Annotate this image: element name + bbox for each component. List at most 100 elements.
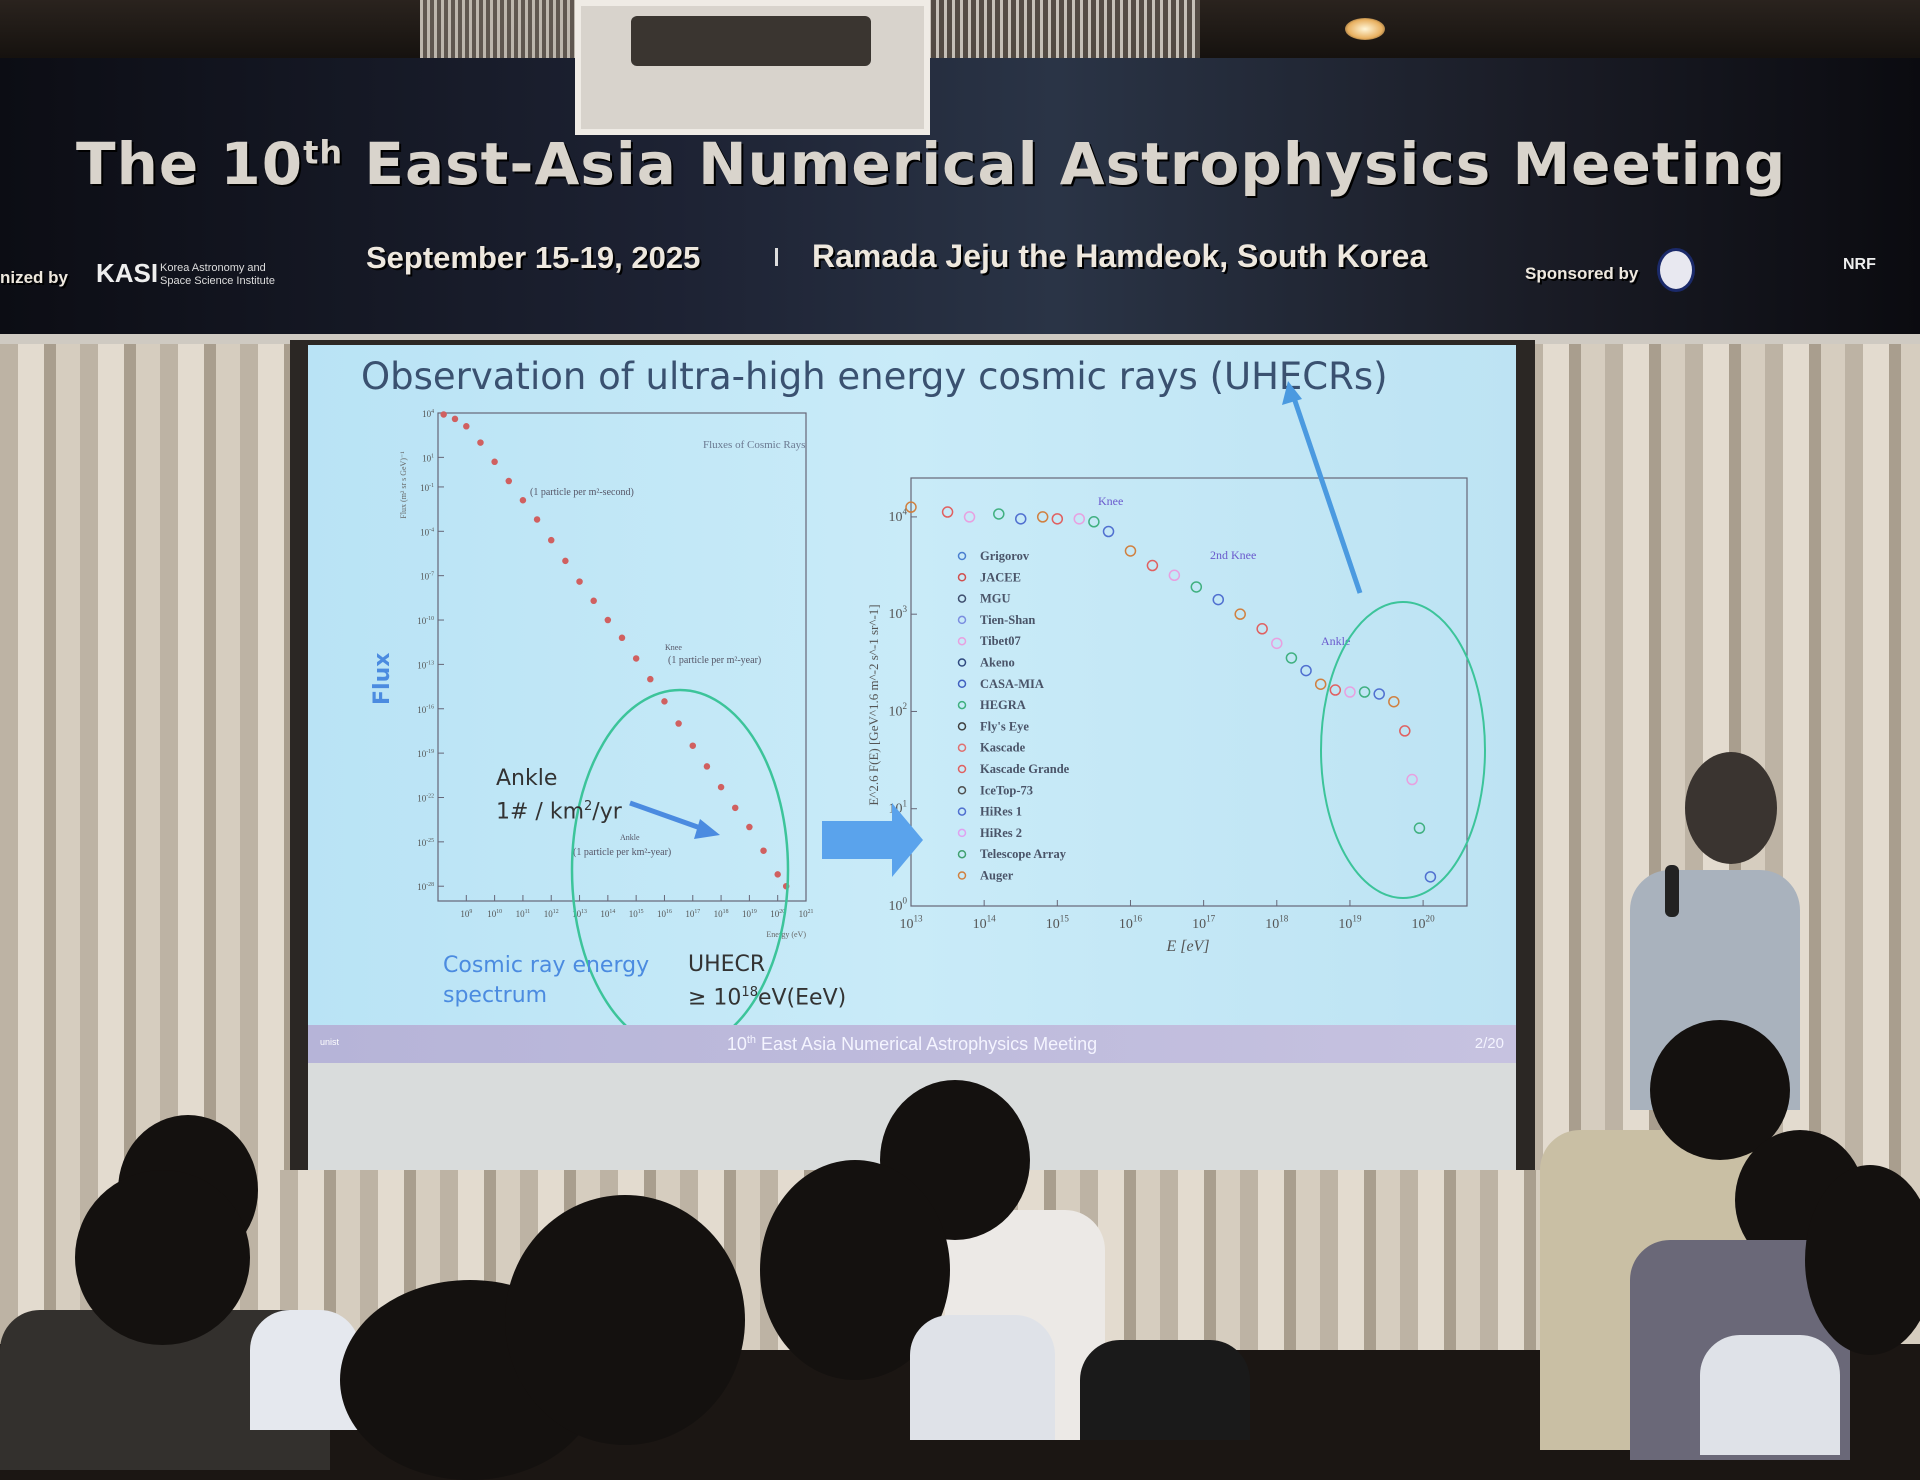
legend-entry: Kascade	[980, 741, 1026, 755]
legend-marker-triangle-up	[957, 551, 967, 561]
y-tick-label: 102	[888, 701, 907, 719]
legend-entry: Tibet07	[980, 634, 1021, 648]
legend-entry: Grigorov	[980, 549, 1030, 563]
ankle-highlight-ellipse	[1320, 601, 1486, 899]
data-point	[1212, 593, 1225, 606]
university-logo: unist	[320, 1037, 340, 1047]
conference-banner	[0, 58, 1920, 338]
y-tick-label: 10-28	[417, 882, 434, 892]
left-chart-title: Fluxes of Cosmic Rays	[703, 439, 805, 451]
data-point	[1102, 525, 1115, 538]
legend-entry: Telescope Array	[980, 847, 1067, 861]
legend-entry: Fly's Eye	[980, 719, 1029, 733]
data-point	[1073, 513, 1086, 525]
data-point	[993, 508, 1005, 520]
audience	[0, 1020, 1920, 1480]
x-tick-label: 1010	[487, 909, 502, 919]
legend-marker-diamond	[957, 786, 967, 795]
x-tick-label: 1011	[516, 909, 531, 919]
data-point	[746, 823, 753, 831]
legend-marker-circle	[957, 636, 967, 646]
presentation-slide: Observation of ultra-high energy cosmic …	[308, 345, 1516, 1063]
legend-marker-square	[957, 743, 967, 752]
legend-entry: HEGRA	[980, 698, 1026, 712]
right-chart-annotation: Knee	[1098, 494, 1123, 508]
legend-entry: CASA-MIA	[980, 677, 1044, 691]
x-tick-label: 1019	[1338, 914, 1362, 932]
slide-title: Observation of ultra-high energy cosmic …	[361, 355, 1388, 398]
x-tick-label: 1015	[629, 909, 644, 919]
y-tick-label: 10-16	[417, 705, 434, 715]
y-tick-label: 10-13	[417, 660, 434, 670]
data-point	[547, 536, 555, 544]
data-point	[774, 871, 781, 878]
data-point	[1399, 725, 1411, 737]
data-point	[1124, 545, 1137, 557]
data-point	[632, 655, 640, 662]
meeting-venue: Ramada Jeju the Hamdeok, South Korea	[812, 238, 1428, 274]
laptop	[1700, 1335, 1840, 1455]
x-tick-label: 1019	[742, 909, 757, 919]
x-tick-label: 1017	[685, 909, 700, 919]
y-tick-label: 10-10	[417, 616, 434, 626]
x-tick-label: 1017	[1192, 914, 1216, 932]
footer-meeting-name: 10th East Asia Numerical Astrophysics Me…	[726, 1034, 1098, 1054]
legend-marker-diamond	[957, 828, 967, 838]
right-chart-xlabel: E [eV]	[1165, 938, 1209, 955]
big-right-arrow	[822, 803, 923, 877]
divider	[775, 248, 778, 266]
legend-entry: MGU	[980, 592, 1011, 606]
data-point	[760, 847, 767, 854]
sponsored-by-label: Sponsored by	[1525, 264, 1639, 283]
plot-frame	[910, 477, 1468, 907]
y-tick-label: 10-1	[420, 483, 434, 493]
microphone	[1665, 865, 1679, 917]
x-tick-label: 1012	[544, 909, 559, 919]
data-point	[1051, 513, 1064, 525]
data-point	[1424, 871, 1437, 883]
data-point	[941, 506, 954, 518]
x-tick-label: 1021	[799, 909, 814, 919]
data-point	[689, 742, 697, 749]
data-point	[1256, 623, 1268, 635]
legend-entry: IceTop-73	[980, 783, 1033, 797]
legend-marker-star	[957, 722, 967, 731]
nrf-logo: NRF	[1843, 256, 1876, 273]
x-tick-label: 1015	[1046, 914, 1070, 932]
data-point	[1344, 686, 1356, 698]
data-point	[1329, 684, 1342, 696]
data-point	[463, 423, 470, 430]
legend-marker-circle	[957, 764, 967, 774]
legend-entry: HiRes 1	[980, 805, 1022, 819]
y-tick-label: 10-19	[417, 749, 434, 759]
data-point	[1300, 664, 1312, 677]
ankle-arrow	[629, 800, 707, 833]
data-point	[1388, 695, 1400, 708]
left-chart-annotation: (1 particle per m²-second)	[530, 487, 634, 498]
data-point	[477, 439, 484, 446]
data-point	[451, 415, 459, 423]
legend-entry: Kascade Grande	[980, 762, 1070, 776]
y-tick-label: 10-4	[420, 527, 434, 537]
data-point	[440, 411, 447, 418]
data-point	[647, 675, 654, 683]
plot-frame	[437, 412, 807, 902]
data-point	[1234, 608, 1246, 620]
projector	[575, 0, 930, 135]
y-tick-label: 10-7	[420, 572, 434, 582]
ankle-note: Ankle 1# / km2/yr	[496, 765, 622, 826]
y-tick-label: 100	[888, 896, 907, 914]
x-tick-label: 109	[460, 909, 472, 919]
data-point	[1190, 581, 1203, 593]
legend-marker-circle	[957, 658, 967, 667]
cosmic-ray-energy-spectrum-label: Cosmic ray energy spectrum	[443, 953, 650, 1008]
data-point	[1406, 773, 1418, 786]
ankle-arrow-head	[694, 819, 720, 839]
uhecr-label: UHECR ≥ 1018eV(EeV)	[688, 951, 846, 1012]
uhecr-highlight-ellipse	[570, 688, 790, 1025]
data-point	[562, 557, 569, 565]
data-point	[905, 501, 917, 513]
x-tick-label: 1013	[572, 909, 587, 919]
uhecrs-arrow	[1290, 394, 1363, 594]
data-point	[519, 496, 527, 504]
